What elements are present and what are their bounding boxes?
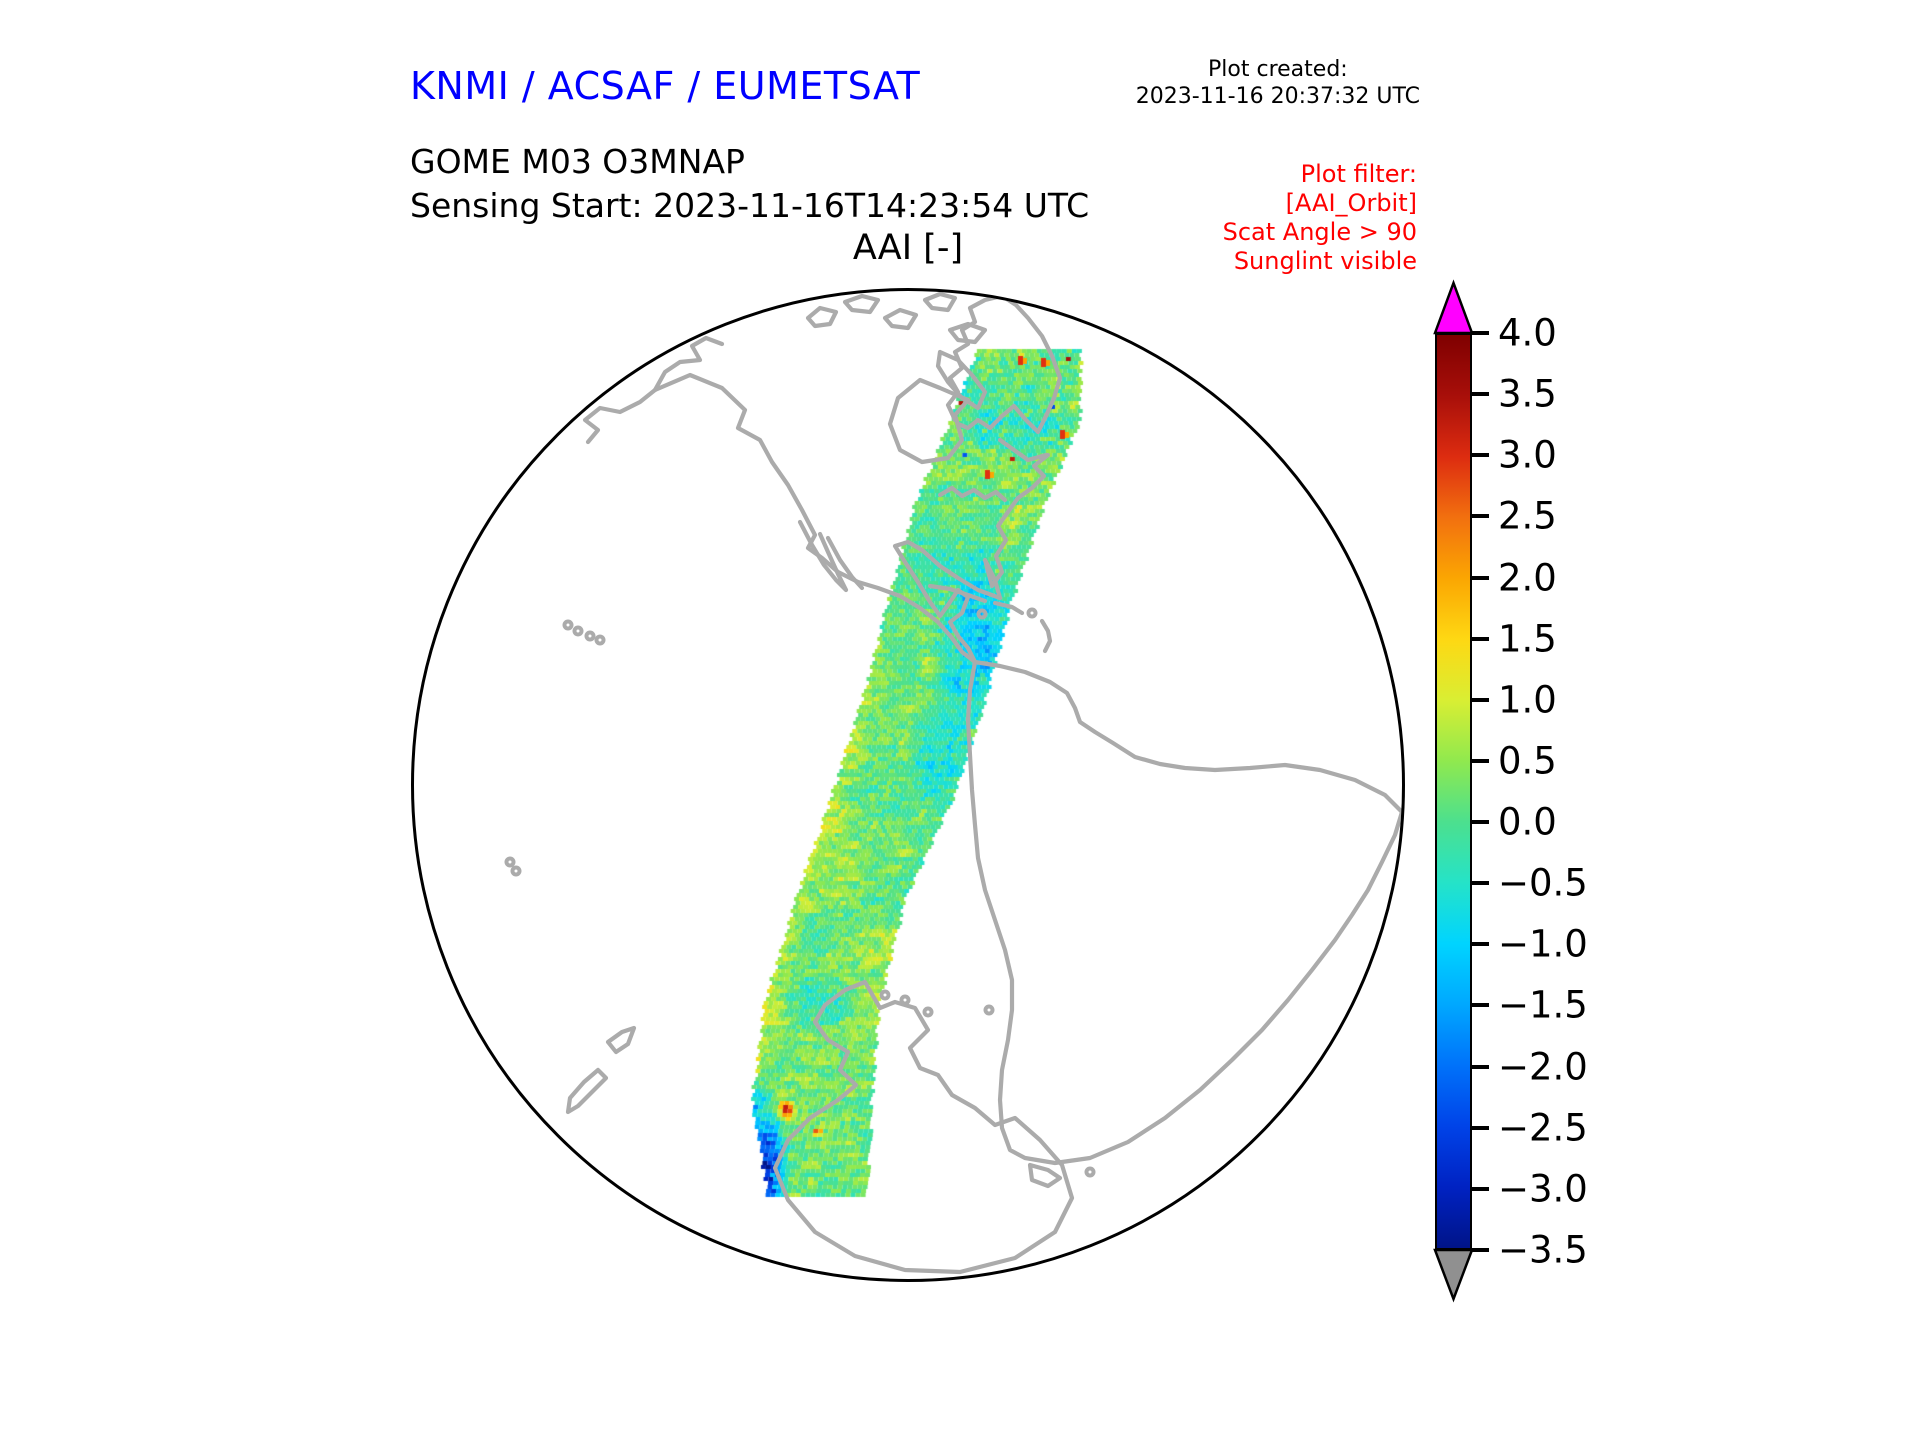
product-name: GOME M03 O3MNAP	[410, 142, 745, 181]
colorbar-tick-label: 2.0	[1498, 556, 1557, 600]
plot-filter-block: Plot filter: [AAI_Orbit] Scat Angle > 90…	[1223, 160, 1417, 276]
colorbar-tick-label: −3.5	[1498, 1228, 1588, 1272]
plot-created-label: Plot created:	[1208, 57, 1348, 82]
colorbar-tick	[1472, 392, 1489, 397]
sensing-start: Sensing Start: 2023-11-16T14:23:54 UTC	[410, 186, 1090, 225]
colorbar-tick	[1472, 820, 1489, 825]
colorbar-tick-label: 2.5	[1498, 494, 1557, 538]
colorbar-tick	[1472, 636, 1489, 641]
colorbar-tick-label: 4.0	[1498, 311, 1557, 355]
colorbar-under-arrow	[1433, 1248, 1474, 1303]
colorbar-tick	[1472, 514, 1489, 519]
colorbar-tick-label: 1.0	[1498, 678, 1557, 722]
filter-line: Plot filter:	[1300, 160, 1417, 188]
filter-line: Sunglint visible	[1233, 247, 1417, 275]
filter-line: Scat Angle > 90	[1222, 218, 1417, 246]
colorbar-tick	[1472, 942, 1489, 947]
colorbar-tick	[1472, 1186, 1489, 1191]
colorbar-tick	[1472, 1003, 1489, 1008]
globe-outline	[411, 288, 1405, 1282]
colorbar-tick-label: −0.5	[1498, 861, 1588, 905]
colorbar-tick-label: 3.5	[1498, 372, 1557, 416]
colorbar-tick-label: 0.0	[1498, 800, 1557, 844]
colorbar-tick-label: 3.0	[1498, 433, 1557, 477]
colorbar-tick-label: −2.5	[1498, 1106, 1588, 1150]
plot-created-block: Plot created: 2023-11-16 20:37:32 UTC	[1136, 56, 1420, 110]
colorbar-extend-arrows	[1433, 279, 1474, 1303]
colorbar-tick-label: 1.5	[1498, 617, 1557, 661]
colorbar-tick-label: −1.0	[1498, 922, 1588, 966]
colorbar-tick	[1472, 881, 1489, 886]
colorbar-tick	[1472, 697, 1489, 702]
colorbar-over-arrow	[1433, 279, 1474, 335]
colorbar-tick	[1472, 1064, 1489, 1069]
plot-created-timestamp: 2023-11-16 20:37:32 UTC	[1135, 84, 1420, 109]
colorbar-tick	[1472, 453, 1489, 458]
organisation-title: KNMI / ACSAF / EUMETSAT	[410, 64, 921, 108]
colorbar-tick-label: −3.0	[1498, 1167, 1588, 1211]
colorbar-tick	[1472, 1125, 1489, 1130]
plot-title: AAI [-]	[852, 228, 964, 268]
colorbar-tick	[1472, 1248, 1489, 1252]
colorbar-tick-label: −2.0	[1498, 1045, 1588, 1089]
colorbar-tick	[1472, 758, 1489, 763]
colorbar-tick-label: −1.5	[1498, 983, 1588, 1027]
colorbar-tick	[1472, 575, 1489, 580]
colorbar-tick-label: 0.5	[1498, 739, 1557, 783]
filter-line: [AAI_Orbit]	[1285, 189, 1417, 217]
colorbar-tick	[1472, 331, 1489, 335]
colorbar-gradient	[1435, 333, 1472, 1250]
